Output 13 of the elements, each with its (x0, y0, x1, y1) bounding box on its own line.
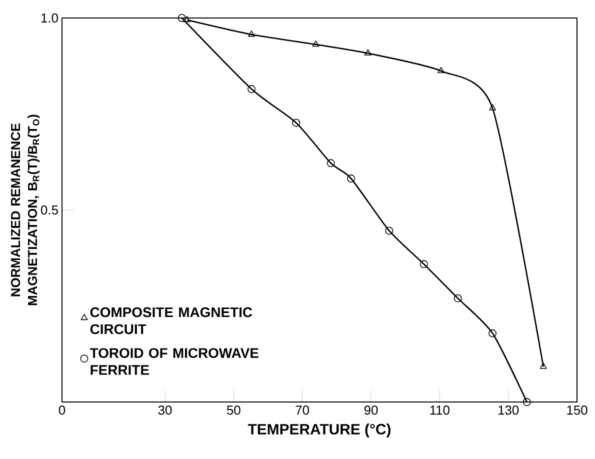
x-tick-label: 150 (567, 406, 588, 415)
x-tick-label: 110 (430, 406, 450, 415)
legend-label: TOROID OF MICROWAVE FERRITE (90, 348, 258, 375)
x-tick-label: 50 (226, 406, 240, 415)
x-tick-label: 70 (296, 406, 310, 415)
y-tick-label: 1.0 (41, 13, 58, 23)
x-tick-label: 130 (498, 406, 519, 415)
x-tick-label: 0 (58, 406, 66, 415)
legend-label: COMPOSITE MAGNETIC CIRCUIT (90, 307, 252, 334)
y-tick-label: 0.5 (40, 205, 58, 215)
x-tick-label: 90 (364, 406, 378, 415)
x-tick-label: 30 (158, 406, 172, 415)
x-axis-title: TEMPERATURE (°C) (248, 424, 390, 438)
